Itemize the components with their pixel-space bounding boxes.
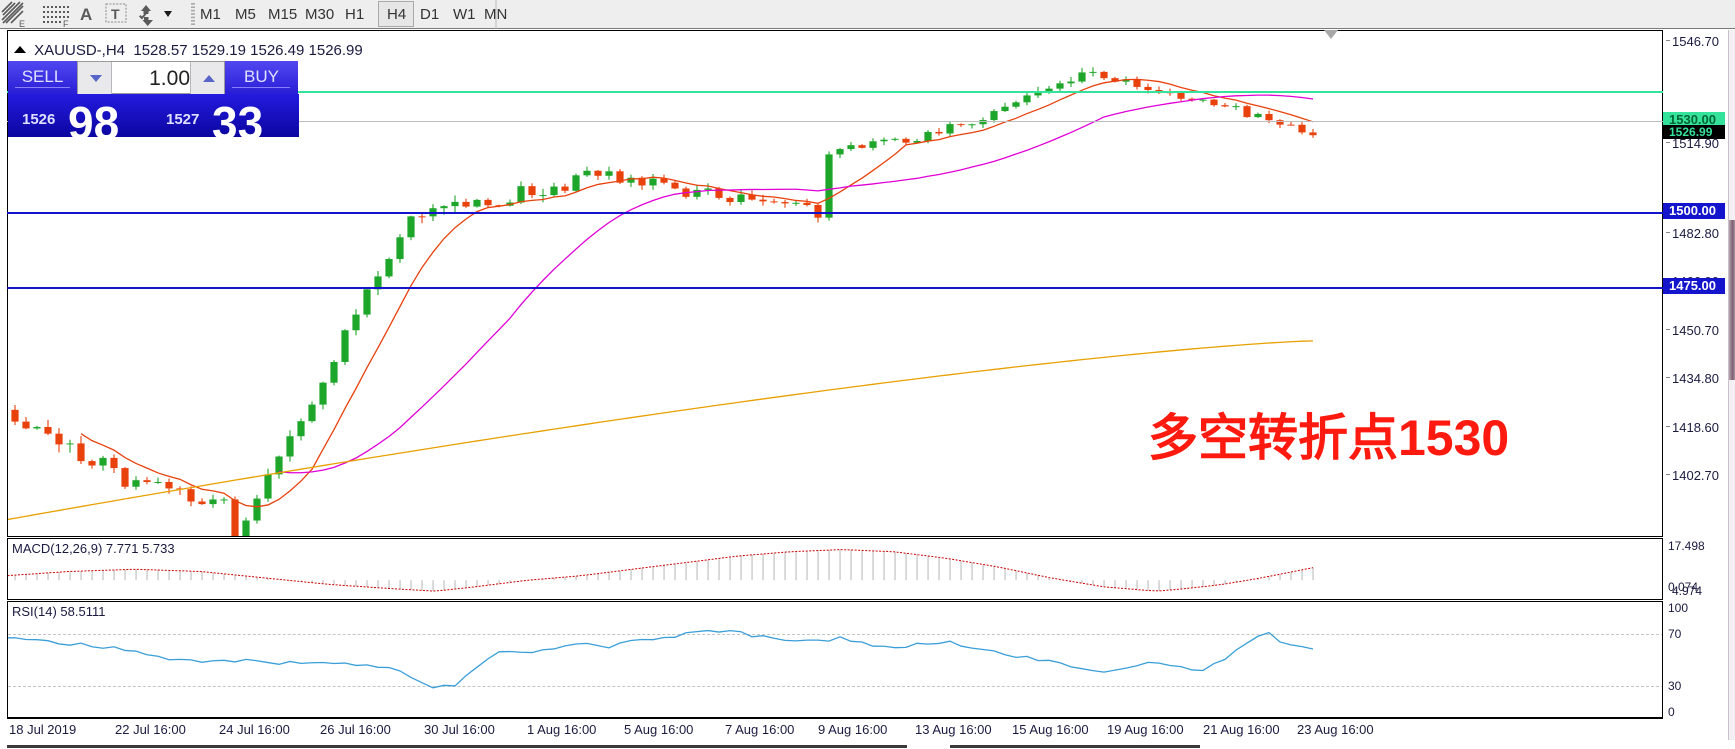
svg-text:A: A bbox=[80, 5, 92, 24]
svg-text:E: E bbox=[19, 19, 25, 29]
svg-text:T: T bbox=[111, 6, 120, 22]
svg-text:F: F bbox=[63, 19, 69, 29]
